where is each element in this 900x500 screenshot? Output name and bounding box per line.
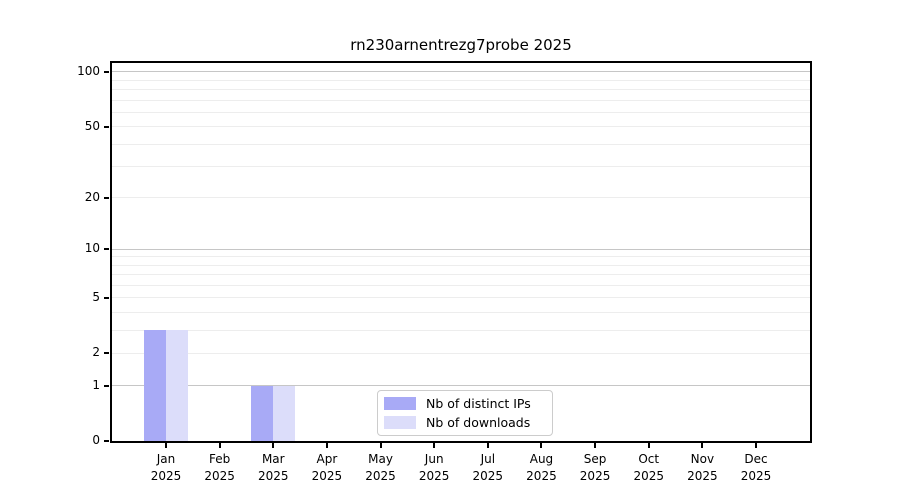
x-tick-mark (218, 443, 221, 448)
x-tick-month: Oct (638, 452, 660, 466)
major-gridline (112, 248, 810, 250)
x-tick-mark (325, 443, 328, 448)
minor-gridline (112, 284, 810, 286)
x-tick-month: Sep (583, 452, 607, 466)
y-tick-mark (104, 196, 109, 199)
x-tick-year: 2025 (150, 468, 182, 483)
x-tick-year: 2025 (365, 468, 396, 483)
minor-gridline (112, 274, 810, 276)
y-tick-label: 100 (77, 63, 100, 78)
minor-gridline (112, 111, 810, 113)
minor-gridline (112, 89, 810, 91)
y-tick-label: 0 (92, 433, 100, 447)
legend-swatch-downloads (384, 416, 416, 429)
x-tick-month: Dec (744, 452, 768, 466)
legend: Nb of distinct IPs Nb of downloads (377, 390, 553, 436)
legend-label-downloads: Nb of downloads (426, 415, 531, 430)
y-tick-mark (104, 352, 109, 355)
x-tick-month: Feb (209, 452, 231, 466)
x-tick-label: Feb 2025 (185, 451, 255, 485)
x-tick-label: Nov 2025 (667, 451, 737, 485)
x-tick-month: Apr (316, 452, 338, 466)
x-tick-label: Sep 2025 (560, 451, 630, 485)
x-tick-label: Mar 2025 (238, 451, 308, 485)
x-tick-label: Dec 2025 (721, 451, 791, 485)
x-tick-mark (379, 443, 382, 448)
y-tick-label: 20 (84, 189, 100, 204)
x-tick-label: Apr 2025 (292, 451, 362, 485)
legend-label-distinct-ips: Nb of distinct IPs (426, 396, 531, 411)
minor-gridline (112, 297, 810, 299)
y-tick-label: 1 (92, 377, 100, 392)
x-tick-month: Jul (480, 452, 496, 466)
x-tick-label: Jun 2025 (399, 451, 469, 485)
x-tick-mark (540, 443, 543, 448)
x-tick-year: 2025 (418, 468, 450, 483)
x-tick-year: 2025 (579, 468, 611, 483)
minor-gridline (112, 311, 810, 313)
x-tick-year: 2025 (257, 468, 289, 483)
x-tick-label: Jul 2025 (453, 451, 523, 485)
major-gridline (112, 385, 810, 387)
x-tick-month: Mar (261, 452, 285, 466)
x-tick-year: 2025 (204, 468, 235, 483)
y-tick-mark (104, 248, 109, 251)
minor-gridline (112, 329, 810, 331)
minor-gridline (112, 143, 810, 145)
y-tick-mark (104, 125, 109, 128)
y-tick-label: 50 (84, 118, 100, 133)
minor-gridline (112, 352, 810, 354)
x-tick-mark (647, 443, 650, 448)
x-tick-label: Jan 2025 (131, 451, 201, 485)
legend-swatch-distinct-ips (384, 397, 416, 410)
x-tick-month: Nov (690, 452, 715, 466)
x-tick-year: 2025 (526, 468, 557, 483)
bar-mar-distinct-ips (251, 385, 274, 441)
minor-gridline (112, 197, 810, 199)
bar-jan-distinct-ips (144, 330, 166, 441)
y-tick-label: 2 (92, 345, 100, 360)
x-tick-year: 2025 (687, 468, 718, 483)
minor-gridline (112, 165, 810, 167)
x-tick-month: Jun (424, 452, 444, 466)
minor-gridline (112, 99, 810, 101)
bar-mar-downloads (273, 385, 296, 441)
minor-gridline (112, 256, 810, 258)
y-tick-mark (104, 296, 109, 299)
x-tick-mark (594, 443, 597, 448)
x-tick-mark (433, 443, 436, 448)
chart-title: rn230arnentrezg7probe 2025 (350, 36, 572, 54)
x-tick-mark (755, 443, 757, 448)
x-tick-year: 2025 (472, 468, 504, 483)
x-tick-year: 2025 (633, 468, 664, 483)
x-tick-mark (272, 443, 275, 448)
legend-item-downloads: Nb of downloads (384, 415, 546, 430)
y-tick-mark (104, 384, 109, 387)
y-tick-label: 10 (84, 241, 100, 256)
plot-area (110, 61, 812, 443)
y-tick-mark (104, 70, 109, 73)
minor-gridline (112, 79, 810, 81)
x-tick-mark (486, 443, 489, 448)
legend-item-distinct-ips: Nb of distinct IPs (384, 396, 546, 411)
minor-gridline (112, 264, 810, 266)
major-gridline (112, 71, 810, 73)
x-tick-label: Aug 2025 (506, 451, 576, 485)
y-tick-mark (104, 440, 109, 442)
x-tick-month: Jan (156, 452, 176, 466)
bar-jan-downloads (166, 330, 188, 441)
x-tick-mark (701, 443, 704, 448)
x-tick-month: May (368, 452, 393, 466)
minor-gridline (112, 126, 810, 128)
x-tick-year: 2025 (740, 468, 772, 483)
x-tick-label: May 2025 (346, 451, 416, 485)
x-tick-mark (165, 443, 167, 448)
y-tick-label: 5 (92, 289, 100, 304)
x-tick-year: 2025 (311, 468, 343, 483)
x-tick-label: Oct 2025 (614, 451, 684, 485)
x-tick-month: Aug (529, 452, 554, 466)
